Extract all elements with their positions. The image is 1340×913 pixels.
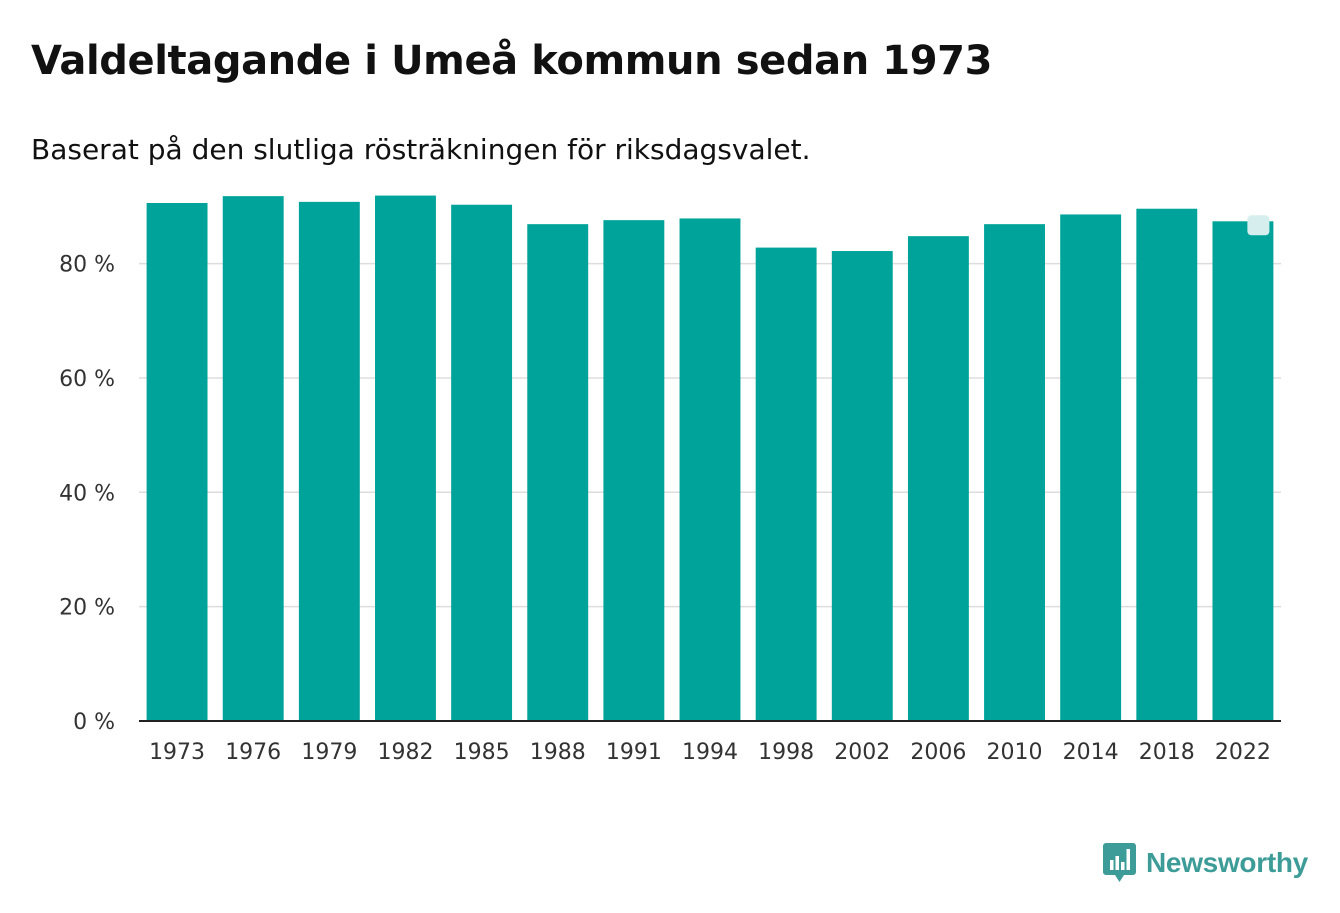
bar-2010[interactable] <box>984 224 1045 721</box>
x-tick-label: 2006 <box>910 740 966 765</box>
bar-2002[interactable] <box>831 251 893 721</box>
bar-1994[interactable] <box>679 218 741 722</box>
y-tick-label: 20 % <box>59 596 115 621</box>
bar-1985[interactable] <box>451 204 513 722</box>
bar-2018[interactable] <box>1136 208 1198 721</box>
bar-1979[interactable] <box>298 201 360 722</box>
x-tick-label: 1988 <box>530 740 586 765</box>
bar-2006[interactable] <box>907 236 969 721</box>
x-tick-label: 1985 <box>454 740 510 765</box>
y-tick-label: 0 % <box>73 710 115 735</box>
x-tick-label: 2010 <box>987 740 1043 765</box>
axes: 0 % 20 % 40 % 60 % 80 % 1973 1976 1979 1982 1985 1… <box>59 253 1281 765</box>
bar-1976[interactable] <box>222 196 284 721</box>
newsworthy-logo[interactable]: Newsworthy <box>1103 843 1308 883</box>
y-tick-label: 40 % <box>59 481 115 506</box>
logo-text: Newsworthy <box>1146 847 1308 878</box>
bar-1982[interactable] <box>375 195 436 722</box>
y-tick-label: 80 % <box>59 253 115 278</box>
latest-value-marker <box>1247 215 1270 236</box>
x-tick-label: 2018 <box>1139 740 1195 765</box>
y-tick-label: 60 % <box>59 367 115 392</box>
bar-2022[interactable] <box>1212 221 1274 722</box>
bar-1998[interactable] <box>755 247 817 721</box>
x-tick-label: 1979 <box>301 740 357 765</box>
bar-1973[interactable] <box>146 203 208 722</box>
x-tick-label: 1994 <box>682 740 738 765</box>
x-tick-label: 1973 <box>149 740 205 765</box>
x-tick-label: 2014 <box>1063 740 1119 765</box>
chart-subtitle: Baserat på den slutliga rösträkningen fö… <box>31 133 811 166</box>
x-tick-label: 2022 <box>1215 740 1271 765</box>
bar-1988[interactable] <box>527 224 589 721</box>
bar-chart-speech-bubble-icon <box>1103 843 1136 882</box>
x-tick-label: 1976 <box>225 740 281 765</box>
chart-title: Valdeltagande i Umeå kommun sedan 1973 <box>31 38 993 84</box>
x-tick-label: 2002 <box>834 740 890 765</box>
bar-2014[interactable] <box>1060 214 1122 721</box>
bar-1991[interactable] <box>603 220 665 721</box>
x-tick-label: 1982 <box>377 740 433 765</box>
bars <box>146 195 1274 722</box>
x-tick-label: 1991 <box>606 740 662 765</box>
x-tick-label: 1998 <box>758 740 814 765</box>
